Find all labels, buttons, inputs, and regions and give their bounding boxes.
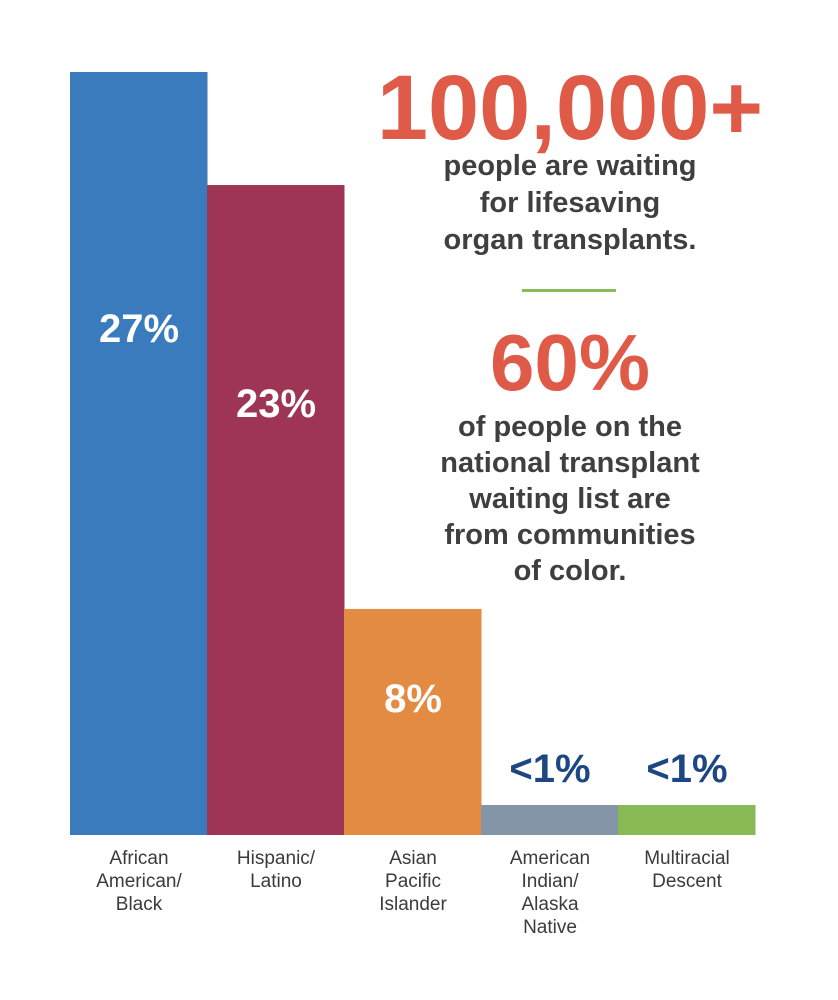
stat-waiting-count: 100,000+ bbox=[376, 57, 764, 159]
value-label-2: 8% bbox=[384, 676, 442, 721]
bar-2 bbox=[344, 608, 482, 835]
bar-3 bbox=[481, 805, 619, 835]
category-label-2: Asian Pacific Islander bbox=[379, 848, 447, 915]
divider bbox=[522, 289, 616, 292]
bar-4 bbox=[618, 805, 756, 835]
category-label-0: African American/ Black bbox=[96, 848, 182, 915]
category-label-1: Hispanic/ Latino bbox=[236, 848, 316, 892]
category-label-4: Multiracial Descent bbox=[644, 848, 730, 892]
stat-percent-color: 60% bbox=[489, 318, 651, 407]
waiting-description: people are waiting for lifesaving organ … bbox=[443, 150, 697, 256]
value-label-3: <1% bbox=[509, 747, 591, 791]
communities-description: of people on the national transplant wai… bbox=[440, 411, 700, 587]
bar-1 bbox=[207, 185, 345, 835]
value-label-0: 27% bbox=[98, 307, 180, 352]
bar-0 bbox=[70, 72, 208, 835]
value-label-4: <1% bbox=[646, 747, 728, 791]
category-label-3: American Indian/ Alaska Native bbox=[509, 848, 591, 938]
value-label-1: 23% bbox=[235, 382, 317, 427]
